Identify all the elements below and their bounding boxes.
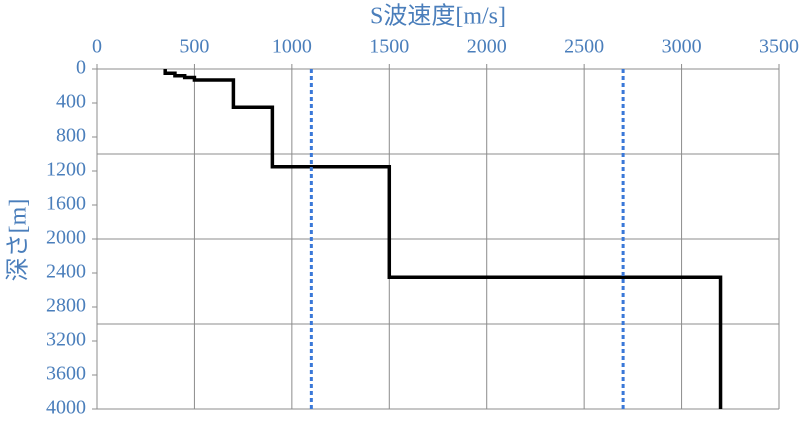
x-tick-label: 1500 [369, 36, 409, 58]
y-tick-label: 2400 [46, 261, 86, 283]
y-tick-label: 2000 [46, 227, 86, 249]
x-tick-label: 2000 [467, 36, 507, 58]
y-tick-label: 3600 [46, 363, 86, 385]
y-tick-label: 3200 [46, 329, 86, 351]
x-tick-label: 2500 [564, 36, 604, 58]
x-tick-label: 1000 [272, 36, 312, 58]
y-tick-label: 1600 [46, 193, 86, 215]
y-tick-label: 800 [56, 125, 86, 147]
y-axis-label: 深さ[m] [5, 199, 32, 282]
chart-title: S波速度[m/s] [370, 3, 506, 30]
y-tick-label: 1200 [46, 159, 86, 181]
y-tick-label: 400 [56, 91, 86, 113]
x-tick-label: 3500 [759, 36, 799, 58]
y-tick-label: 0 [76, 57, 86, 79]
y-tick-label: 2800 [46, 295, 86, 317]
y-tick-label: 4000 [46, 397, 86, 419]
x-tick-label: 500 [179, 36, 209, 58]
x-tick-label: 0 [92, 36, 102, 58]
profile-line [163, 69, 723, 409]
x-tick-label: 3000 [662, 36, 702, 58]
